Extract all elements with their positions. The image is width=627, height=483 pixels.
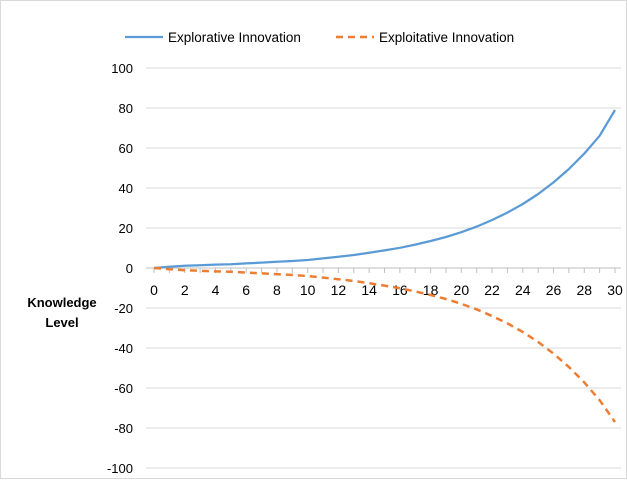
x-tick-label-18: 18 [423,282,439,298]
y-tick-label-40: 40 [119,181,133,196]
x-tick-label-26: 26 [546,282,562,298]
x-tick-label-22: 22 [484,282,500,298]
legend-label-exploitative-innovation: Exploitative Innovation [379,30,514,45]
x-tick-label-28: 28 [576,282,592,298]
x-axis-tick-labels: 0 2 4 6 8 10 12 14 16 18 20 22 24 26 28 30 [150,282,623,298]
legend-label-explorative-innovation: Explorative Innovation [168,30,301,45]
series-lines [153,109,617,423]
y-axis-label-line-2: Level [45,315,78,330]
y-tick-label-0: 0 [126,261,133,276]
y-tick-label-20: -20 [114,301,133,316]
y-axis-label-line-1: Knowledge [27,295,96,310]
x-tick-label-6: 6 [242,282,250,298]
y-tick-label-80: -80 [114,421,133,436]
legend-item-explorative-innovation: Explorative Innovation [125,30,301,45]
x-tick-label-2: 2 [181,282,189,298]
x-tick-label-0: 0 [150,282,158,298]
y-tick-label-60: -60 [114,381,133,396]
x-tick-label-16: 16 [392,282,408,298]
y-tick-label-80: 80 [119,101,133,116]
y-tick-label-40: -40 [114,341,133,356]
y-axis-tick-labels: 100 80 60 40 20 0 -20 -40 -60 -80 -100 [107,61,133,476]
x-tick-label-20: 20 [454,282,470,298]
series-line-explorative-innovation [153,109,616,270]
x-tick-label-12: 12 [331,282,347,298]
y-tick-label-20: 20 [119,221,133,236]
legend-item-exploitative-innovation: Exploitative Innovation [336,30,514,45]
x-tick-label-10: 10 [300,282,316,298]
series-line-exploitative-innovation [153,266,617,423]
x-tick-label-14: 14 [361,282,377,298]
x-tick-label-4: 4 [212,282,220,298]
legend: Explorative Innovation Exploitative Innov… [125,30,514,45]
x-tick-label-30: 30 [607,282,623,298]
x-tick-label-24: 24 [515,282,531,298]
y-tick-label-60: 60 [119,141,133,156]
x-tick-label-8: 8 [273,282,281,298]
y-tick-label-100: -100 [107,461,133,476]
gridlines [146,67,621,469]
y-tick-label-100: 100 [111,61,133,76]
